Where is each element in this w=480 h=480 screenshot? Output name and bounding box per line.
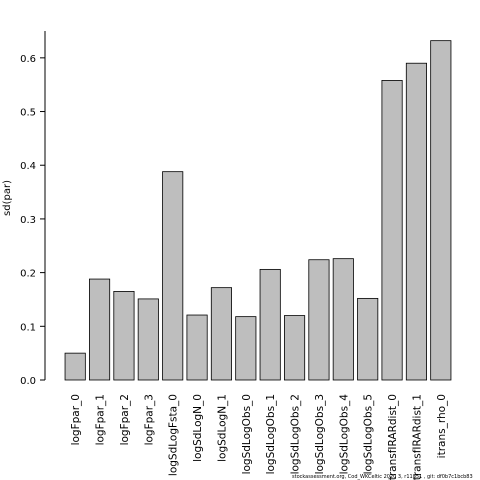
bar-logFpar_1 [89, 278, 111, 381]
y-tick-label: 0.3 [20, 215, 36, 226]
x-tick-label: logSdLogObs_5 [363, 394, 375, 474]
y-axis-label: sd(par) [2, 180, 13, 216]
bar-itrans_rho_0 [430, 40, 452, 381]
x-tick-label: logSdLogN_1 [216, 394, 228, 462]
x-tick-label: logFpar_2 [119, 394, 131, 445]
x-tick-label: transfIRARdist_1 [411, 394, 423, 480]
y-tick-label: 0.4 [20, 161, 36, 172]
bar-logSdLogFsta_0 [162, 171, 184, 381]
bar-logFpar_0 [64, 352, 86, 381]
x-tick-label: transfIRARdist_0 [387, 394, 399, 480]
x-tick-label: logSdLogObs_3 [314, 394, 326, 474]
bar-logSdLogN_1 [210, 287, 232, 381]
bar-logSdLogObs_1 [259, 268, 281, 381]
x-tick-label: itrans_rho_0 [436, 394, 448, 458]
bar-transfIRARdist_1 [405, 62, 427, 381]
y-tick-label: 0.0 [20, 376, 36, 387]
y-ticks: 0.0 0.1 0.2 0.3 0.4 0.5 0.6 [20, 54, 45, 387]
y-tick-label: 0.1 [20, 322, 36, 333]
bar-logFpar_2 [113, 291, 135, 381]
x-tick-label: logSdLogFsta_0 [168, 394, 180, 476]
y-tick-label: 0.2 [20, 269, 36, 280]
bar-transfIRARdist_0 [381, 80, 403, 381]
x-tick-label: logSdLogObs_2 [290, 394, 302, 474]
bar-logSdLogObs_2 [284, 315, 306, 381]
x-tick-label: logFpar_3 [143, 394, 155, 445]
x-tick-label: logFpar_1 [95, 394, 107, 445]
bar-logSdLogN_0 [186, 314, 208, 381]
bar-logSdLogObs_0 [235, 316, 257, 381]
x-tick-label: logSdLogObs_0 [241, 394, 253, 474]
bar-logSdLogObs_5 [357, 297, 379, 381]
x-tick-label: logFpar_0 [70, 394, 82, 445]
x-tick-labels: logFpar_0 logFpar_1 logFpar_2 logFpar_3 logS… [70, 394, 448, 480]
bars [64, 40, 452, 381]
y-tick-label: 0.5 [20, 108, 36, 119]
x-tick-label: logSdLogObs_4 [338, 394, 350, 475]
bar-logFpar_3 [137, 298, 159, 381]
x-tick-label: logSdLogN_0 [192, 394, 204, 462]
footer-caption: stockassessment.org, Cod_WKCeltic 2020 3… [292, 474, 473, 480]
y-axis: 0.0 0.1 0.2 0.3 0.4 0.5 0.6 sd(par) [2, 31, 46, 387]
y-tick-label: 0.6 [20, 54, 36, 65]
x-tick-label: logSdLogObs_1 [265, 394, 277, 474]
bar-logSdLogObs_4 [332, 258, 354, 381]
bar-logSdLogObs_3 [308, 259, 330, 381]
